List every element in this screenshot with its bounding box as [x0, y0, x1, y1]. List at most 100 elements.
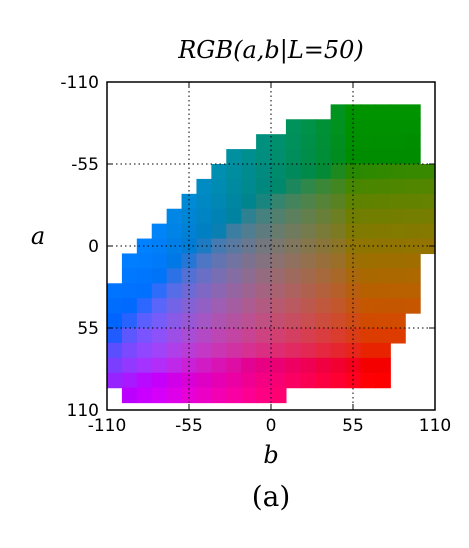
color-cell: [360, 313, 376, 329]
color-cell: [211, 342, 227, 359]
color-cell: [360, 119, 376, 135]
color-cell: [375, 328, 391, 344]
y-tick-label: 0: [88, 237, 99, 257]
x-tick-label: 0: [266, 416, 277, 436]
color-cell: [241, 387, 257, 404]
color-cell: [285, 134, 302, 150]
color-cell: [136, 238, 153, 255]
color-cell: [256, 313, 272, 329]
color-cell: [256, 178, 272, 195]
color-cell: [405, 104, 421, 120]
color-cell: [151, 387, 168, 404]
color-cell: [136, 298, 153, 314]
color-cell: [300, 119, 317, 135]
color-cell: [360, 342, 376, 359]
color-cell: [285, 357, 302, 374]
color-cell: [375, 298, 391, 314]
color-cell: [375, 104, 391, 120]
color-cell: [420, 178, 436, 195]
color-cell: [315, 193, 332, 210]
color-cell: [256, 134, 272, 150]
color-cell: [330, 342, 347, 359]
color-cell: [390, 119, 406, 135]
color-cell: [136, 313, 153, 329]
color-cell: [300, 313, 317, 329]
color-cell: [211, 178, 227, 195]
color-cell: [345, 104, 362, 120]
color-cell: [196, 268, 212, 284]
color-cell: [136, 283, 153, 299]
color-cell: [420, 164, 436, 180]
color-cell: [271, 208, 287, 225]
color-cell: [300, 238, 317, 255]
color-cell: [315, 149, 332, 165]
color-cell: [375, 119, 391, 135]
color-cell: [211, 268, 227, 284]
color-cell: [330, 119, 347, 135]
color-cell: [271, 149, 287, 165]
color-cell: [271, 342, 287, 359]
color-cell: [211, 223, 227, 240]
color-cell: [390, 283, 406, 299]
color-cell: [151, 342, 168, 359]
color-cell: [151, 328, 168, 344]
grid-lines: [107, 82, 435, 410]
color-cell: [330, 104, 347, 120]
color-cell: [405, 238, 421, 255]
color-cell: [241, 357, 257, 374]
y-axis-label: a: [31, 222, 45, 250]
color-cell: [375, 313, 391, 329]
color-cell: [300, 223, 317, 240]
chart-title: RGB(a,b|L=50): [177, 36, 364, 65]
color-cell: [151, 238, 168, 255]
color-cell: [256, 208, 272, 225]
color-cell: [285, 268, 302, 284]
color-cell: [360, 253, 376, 269]
color-cell: [360, 149, 376, 165]
color-cell: [196, 387, 212, 404]
color-cell: [226, 372, 242, 389]
color-cell: [196, 298, 212, 314]
color-cell: [300, 298, 317, 314]
color-cell: [375, 178, 391, 195]
color-cell: [271, 223, 287, 240]
color-cell: [285, 328, 302, 344]
color-cell: [285, 193, 302, 210]
color-cell: [241, 193, 257, 210]
color-cell: [256, 193, 272, 210]
color-cell: [271, 357, 287, 374]
color-cell: [226, 223, 242, 240]
color-cell: [241, 283, 257, 299]
color-cell: [271, 253, 287, 269]
color-cell: [285, 253, 302, 269]
color-cell: [166, 313, 183, 329]
color-cell: [211, 328, 227, 344]
color-cell: [256, 253, 272, 269]
color-cell: [256, 149, 272, 165]
y-tick-label: -110: [60, 73, 99, 93]
color-cell: [360, 298, 376, 314]
color-cell: [151, 253, 168, 269]
color-cell: [271, 387, 287, 404]
color-cell: [226, 164, 242, 180]
color-cell: [315, 208, 332, 225]
color-cell: [121, 357, 138, 374]
color-cell: [390, 313, 406, 329]
color-cell: [151, 283, 168, 299]
color-cell: [315, 298, 332, 314]
color-cell: [226, 193, 242, 210]
color-cell: [300, 164, 317, 180]
color-cell: [181, 298, 198, 314]
color-cell: [375, 357, 391, 374]
color-cell: [196, 357, 212, 374]
color-cell: [360, 134, 376, 150]
color-cell: [360, 193, 376, 210]
color-cell: [315, 357, 332, 374]
color-cell: [285, 238, 302, 255]
color-cell: [390, 238, 406, 255]
color-cell: [211, 193, 227, 210]
color-cell: [211, 372, 227, 389]
color-cell: [300, 134, 317, 150]
color-cell: [375, 134, 391, 150]
color-cell: [271, 298, 287, 314]
